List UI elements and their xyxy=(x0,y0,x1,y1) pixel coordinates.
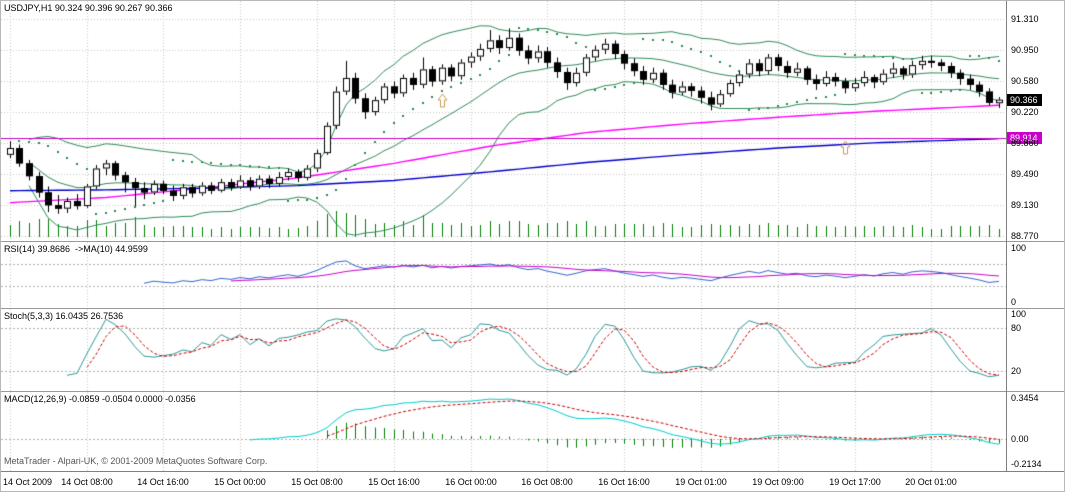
x-axis-label: 15 Oct 08:00 xyxy=(291,477,343,487)
x-axis-label: 15 Oct 00:00 xyxy=(214,477,266,487)
y-axis-label: 90.220 xyxy=(1011,107,1039,117)
macd-canvas[interactable] xyxy=(1,392,1006,471)
watermark-text: MetaTrader - Alpari-UK, © 2001-2009 Meta… xyxy=(4,456,268,466)
x-axis-label: 14 Oct 08:00 xyxy=(61,477,113,487)
x-axis-label: 14 Oct 16:00 xyxy=(137,477,189,487)
y-axis-label: 91.310 xyxy=(1011,14,1039,24)
y-axis-label: 100 xyxy=(1011,243,1027,253)
stochastic-indicator-label: Stoch(5,3,3) 16.0435 26.7536 xyxy=(4,311,124,321)
x-axis-label: 16 Oct 08:00 xyxy=(521,477,573,487)
price-chart-canvas[interactable] xyxy=(1,1,1006,241)
x-axis-label: 20 Oct 01:00 xyxy=(905,477,957,487)
panel-divider-stoch[interactable] xyxy=(1,308,1064,309)
x-axis-label: 19 Oct 09:00 xyxy=(752,477,804,487)
stochastic-canvas[interactable] xyxy=(1,309,1006,391)
rsi-canvas[interactable] xyxy=(1,242,1006,308)
panel-divider-macd[interactable] xyxy=(1,391,1064,392)
y-axis-label: 0.00 xyxy=(1011,434,1029,444)
x-axis-label: 16 Oct 16:00 xyxy=(598,477,650,487)
x-axis-label: 16 Oct 00:00 xyxy=(445,477,497,487)
y-axis-label: 90.950 xyxy=(1011,45,1039,55)
y-axis-label: 20 xyxy=(1011,366,1022,376)
y-axis-label: 0 xyxy=(1011,297,1017,307)
y-axis-label: 89.130 xyxy=(1011,200,1039,210)
stochastic-panel: Stoch(5,3,3) 16.0435 26.7536 xyxy=(1,309,1006,391)
x-axis-label: 19 Oct 01:00 xyxy=(675,477,727,487)
y-axis-label: 80 xyxy=(1011,323,1022,333)
y-axis-label: 100 xyxy=(1011,309,1027,319)
price-chart-panel: USDJPY,H1 90.324 90.396 90.267 90.366 xyxy=(1,1,1006,241)
symbol-quote-label: USDJPY,H1 90.324 90.396 90.267 90.366 xyxy=(4,3,173,13)
macd-indicator-label: MACD(12,26,9) -0.0859 -0.0504 0.0000 -0.… xyxy=(4,394,196,404)
panel-divider-rsi[interactable] xyxy=(1,241,1064,242)
y-axis-label: 89.490 xyxy=(1011,169,1039,179)
hline-price-tag: 89.914 xyxy=(1007,132,1042,144)
current-price-tag: 90.366 xyxy=(1007,94,1042,106)
rsi-panel: RSI(14) 39.8686 ->MA(10) 44.9599 xyxy=(1,242,1006,308)
x-axis-label: 14 Oct 2009 xyxy=(3,477,53,487)
y-axis-label: 0.3454 xyxy=(1011,393,1039,403)
price-axis[interactable]: 90.366 89.914 91.310 90.950 90.580 90.220 89… xyxy=(1006,1,1064,471)
macd-panel: MACD(12,26,9) -0.0859 -0.0504 0.0000 -0.… xyxy=(1,392,1006,471)
time-axis[interactable]: 14 Oct 2009 14 Oct 08:00 14 Oct 16:00 15 Oc… xyxy=(1,471,1064,491)
x-axis-label: 15 Oct 16:00 xyxy=(368,477,420,487)
y-axis-label: 88.770 xyxy=(1011,231,1039,241)
rsi-indicator-label: RSI(14) 39.8686 ->MA(10) 44.9599 xyxy=(4,244,148,254)
y-axis-label: 90.580 xyxy=(1011,76,1039,86)
x-axis-label: 19 Oct 17:00 xyxy=(829,477,881,487)
y-axis-label: -0.2134 xyxy=(1011,459,1042,469)
y-axis-label: 89.860 xyxy=(1011,138,1039,148)
